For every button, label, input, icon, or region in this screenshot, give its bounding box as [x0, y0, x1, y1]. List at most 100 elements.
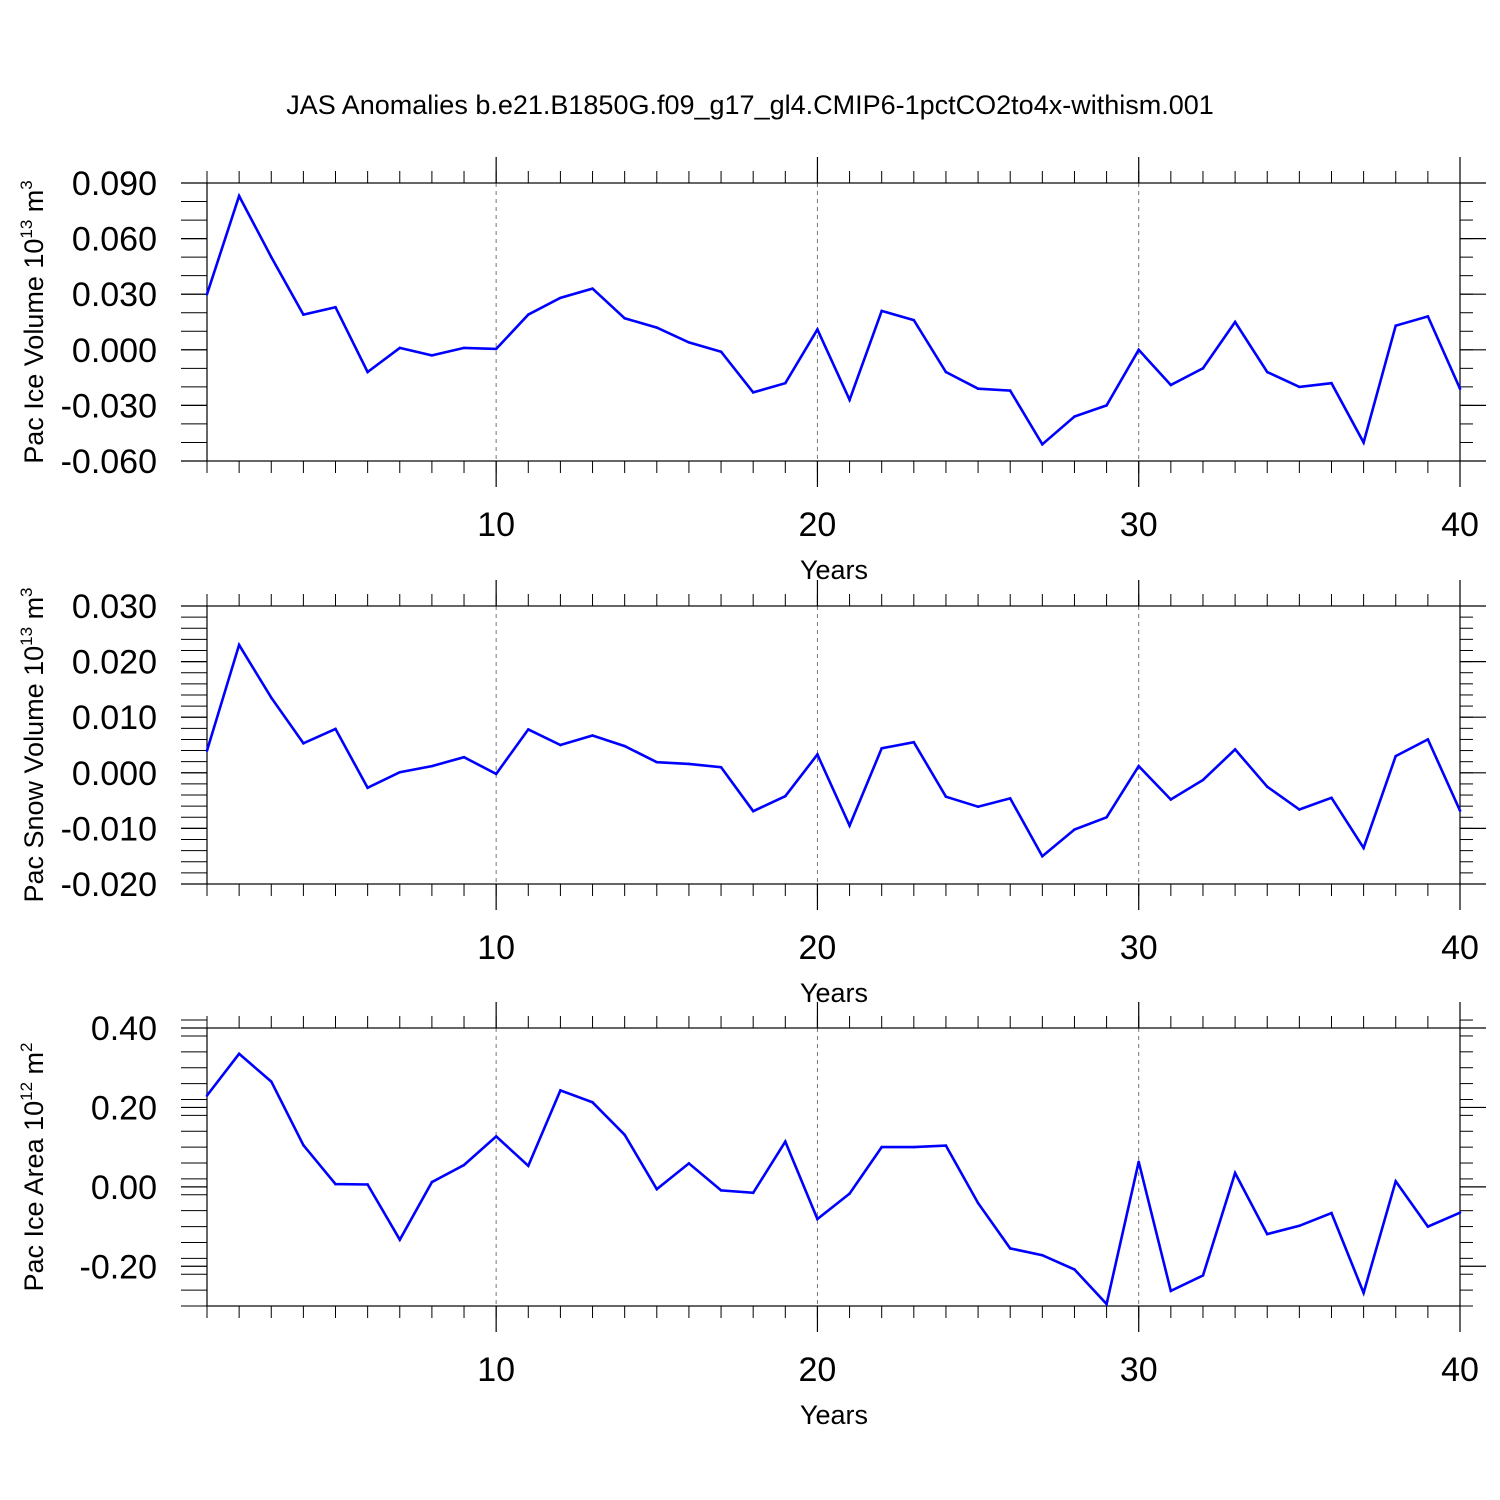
y-tick-label: 0.030: [72, 588, 157, 626]
data-point: [1201, 778, 1205, 782]
y-axis-label: Pac Ice Area 1012 m2: [17, 1042, 49, 1291]
data-point: [494, 347, 498, 351]
data-point: [205, 749, 209, 752]
data-point: [1008, 1247, 1012, 1250]
x-axis-label: Years: [800, 978, 868, 1008]
data-point: [1008, 389, 1012, 392]
data-point: [1265, 1232, 1269, 1236]
data-point: [719, 1189, 723, 1192]
data-point: [334, 305, 337, 309]
data-point: [302, 742, 305, 745]
data-point: [944, 1144, 948, 1147]
data-point: [430, 354, 434, 357]
data-point: [912, 1145, 916, 1149]
data-point: [848, 398, 851, 402]
data-point: [462, 755, 466, 759]
data-point: [1233, 748, 1237, 751]
data-point: [687, 1162, 691, 1165]
data-point: [1298, 1224, 1301, 1228]
data-point: [687, 341, 691, 344]
data-point: [1426, 738, 1430, 741]
plot-frame: [206, 605, 1461, 885]
y-tick-label: 0.020: [72, 644, 157, 682]
data-point: [655, 326, 659, 329]
data-point: [205, 1094, 209, 1097]
data-point: [1233, 1171, 1237, 1175]
data-point: [1330, 381, 1333, 385]
data-point: [1330, 796, 1333, 800]
data-point: [784, 381, 787, 385]
data-point: [1298, 385, 1301, 389]
data-point: [559, 296, 562, 300]
x-tick-label: 20: [799, 929, 837, 967]
x-tick-label: 10: [477, 1351, 515, 1389]
data-point: [1041, 443, 1044, 446]
data-point: [848, 1192, 851, 1195]
data-point: [526, 728, 530, 731]
data-point: [944, 795, 948, 799]
data-point: [719, 350, 723, 353]
data-point: [1458, 809, 1462, 812]
data-point: [751, 391, 755, 394]
data-point: [1169, 1289, 1173, 1293]
figure-title: JAS Anomalies b.e21.B1850G.f09_g17_gl4.C…: [286, 90, 1214, 120]
x-tick-label: 40: [1441, 929, 1479, 967]
data-point: [302, 1143, 305, 1147]
y-tick-label: 0.000: [72, 755, 157, 793]
data-point: [591, 1100, 594, 1104]
y-tick-label: 0.40: [91, 1010, 157, 1048]
plot-frame: [206, 1027, 1461, 1307]
data-point: [1008, 797, 1012, 800]
data-point: [334, 1182, 337, 1186]
data-point: [1169, 383, 1173, 387]
data-point: [1394, 324, 1398, 328]
data-point: [559, 743, 562, 747]
data-point: [591, 287, 594, 290]
data-point: [591, 734, 594, 737]
data-point: [366, 1183, 369, 1186]
data-point: [1265, 370, 1269, 374]
y-tick-label: 0.20: [91, 1089, 157, 1127]
data-point: [366, 786, 369, 790]
x-tick-label: 20: [799, 506, 837, 544]
data-point: [912, 318, 916, 322]
chart-panel-3: 10 20 30 40 Years -0.20 0.00 0.20 0.40 Pac Ice Ar…: [17, 1002, 1486, 1430]
data-point: [912, 740, 916, 744]
data-point: [1233, 320, 1237, 324]
data-point: [269, 1080, 273, 1083]
data-point: [655, 760, 659, 764]
series-line: [205, 1051, 1461, 1307]
data-point: [1265, 785, 1269, 788]
data-point: [366, 370, 369, 374]
data-point: [1362, 846, 1365, 850]
data-point: [237, 1052, 241, 1056]
y-tick-label: 0.00: [91, 1169, 157, 1207]
data-point: [1137, 1160, 1141, 1164]
data-point: [944, 370, 948, 374]
data-point: [1137, 764, 1141, 768]
data-point: [880, 309, 883, 313]
data-point: [494, 772, 498, 776]
x-tick-label: 40: [1441, 1351, 1479, 1389]
data-point: [1073, 415, 1076, 418]
data-point: [269, 255, 273, 259]
data-point: [237, 643, 241, 647]
data-point: [1041, 1253, 1044, 1257]
data-point: [462, 1163, 466, 1167]
data-point: [1426, 315, 1430, 318]
data-point: [816, 328, 819, 331]
x-tick-label: 30: [1120, 1351, 1158, 1389]
data-point: [559, 1089, 562, 1092]
data-point: [526, 313, 530, 316]
data-point: [1073, 828, 1076, 831]
series-line: [205, 192, 1462, 447]
data-point: [269, 696, 273, 700]
y-axis-label: Pac Ice Volume 1013 m3: [17, 180, 49, 464]
data-point: [848, 824, 851, 827]
data-point: [784, 794, 787, 798]
data-point: [880, 747, 883, 750]
data-point: [430, 1180, 434, 1184]
x-tick-label: 10: [477, 929, 515, 967]
y-tick-label: -0.030: [61, 387, 157, 425]
